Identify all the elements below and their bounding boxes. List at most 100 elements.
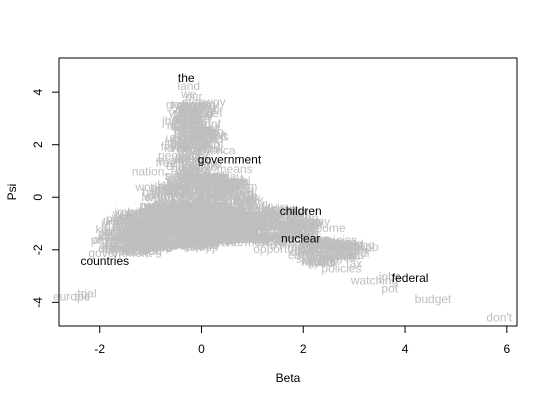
cloud-texture: stbr bbox=[174, 169, 194, 183]
cloud-texture: vfug bbox=[176, 164, 199, 178]
cloud-texture: wylkym bbox=[277, 228, 317, 242]
cloud-texture: kyriao bbox=[121, 229, 153, 243]
cloud-texture: hbsnd bbox=[175, 229, 208, 243]
cloud-texture: koha bbox=[172, 120, 198, 134]
background-word: europe bbox=[53, 289, 91, 303]
cloud-texture: aua bbox=[157, 179, 177, 193]
cloud-texture: tswhor bbox=[126, 207, 161, 221]
cloud-texture: nhnnond bbox=[151, 183, 198, 197]
cloud-texture: pmjb bbox=[200, 210, 226, 224]
cloud-texture: uetfo bbox=[165, 131, 192, 145]
cloud-texture: hoyuocf bbox=[171, 222, 214, 236]
cloud-texture: rfayt bbox=[166, 212, 190, 226]
cloud-texture: crawsn bbox=[261, 216, 299, 230]
cloud-texture: uuo bbox=[200, 200, 220, 214]
cloud-texture: htgmr bbox=[243, 230, 274, 244]
cloud-texture: mbsvp bbox=[127, 229, 163, 243]
cloud-texture: vei bbox=[118, 244, 133, 258]
cloud-texture: btpvnwn bbox=[140, 226, 185, 240]
cloud-texture: mamml bbox=[279, 221, 318, 235]
background-word: ever bbox=[108, 225, 131, 239]
cloud-texture: ciyu bbox=[172, 133, 193, 147]
cloud-texture: vtpllo bbox=[174, 105, 202, 119]
cloud-texture: eibr bbox=[180, 167, 200, 181]
cloud-texture: hee bbox=[141, 244, 161, 258]
cloud-texture: jhgbij bbox=[209, 213, 238, 227]
cloud-texture: kgungmr bbox=[95, 223, 142, 237]
cloud-texture: icknie bbox=[151, 200, 182, 214]
cloud-texture: tbpki bbox=[173, 113, 198, 127]
cloud-texture: jpl bbox=[209, 200, 222, 214]
word-cloud-layer: ermhpotfipkwwponvuhdgmrvbgmlbihpwldjhmou… bbox=[91, 95, 379, 269]
cloud-texture: gfitg bbox=[172, 111, 195, 125]
cloud-texture: apy bbox=[182, 187, 201, 201]
cloud-texture: manknf bbox=[142, 236, 182, 250]
cloud-texture: obke bbox=[204, 217, 230, 231]
cloud-texture: eoa bbox=[140, 232, 160, 246]
cloud-texture: ulv bbox=[207, 229, 222, 243]
cloud-texture: ncginjp bbox=[184, 216, 222, 230]
cloud-texture: tjms bbox=[295, 223, 317, 237]
cloud-texture: tji bbox=[222, 200, 231, 214]
cloud-texture: hcmt bbox=[127, 234, 154, 248]
cloud-texture: obyt bbox=[305, 234, 328, 248]
cloud-texture: ydymdo bbox=[138, 237, 180, 251]
cloud-texture: jbdmsd bbox=[161, 114, 201, 128]
cloud-texture: ger bbox=[167, 200, 184, 214]
cloud-texture: aedywnk bbox=[177, 142, 225, 156]
cloud-texture: oug bbox=[234, 199, 254, 213]
cloud-texture: lekdplm bbox=[141, 190, 182, 204]
cloud-texture: usudd bbox=[328, 248, 361, 262]
cloud-texture: tpnijll bbox=[147, 216, 174, 230]
cloud-texture: udrhb bbox=[116, 214, 147, 228]
cloud-texture: oosyyjt bbox=[179, 205, 217, 219]
cloud-texture: fdnefge bbox=[140, 239, 180, 253]
cloud-texture: vndsgv bbox=[175, 111, 213, 125]
cloud-texture: uduft bbox=[228, 227, 255, 241]
cloud-texture: lbkyfkb bbox=[171, 178, 209, 192]
cloud-texture: vdewre bbox=[177, 205, 216, 219]
cloud-texture: yaoivg bbox=[182, 127, 217, 141]
cloud-texture: ddgc bbox=[206, 174, 232, 188]
highlighted-word-countries: countries bbox=[80, 254, 129, 268]
cloud-texture: ofn bbox=[181, 195, 198, 209]
cloud-texture: novelk bbox=[229, 193, 265, 207]
cloud-texture: optuma bbox=[200, 221, 240, 235]
cloud-texture: cgpbmw bbox=[167, 217, 212, 231]
cloud-texture: jlc bbox=[213, 179, 225, 193]
cloud-texture: bcmunyt bbox=[246, 213, 292, 227]
cloud-texture: hipr bbox=[129, 240, 149, 254]
cloud-texture: ond bbox=[154, 224, 174, 238]
cloud-texture: bcb bbox=[199, 198, 219, 212]
cloud-texture: scvs bbox=[311, 242, 335, 256]
cloud-texture: pclg bbox=[279, 204, 301, 218]
cloud-texture: vyks bbox=[179, 153, 203, 167]
cloud-texture: nuj bbox=[192, 225, 208, 239]
cloud-texture: dton bbox=[302, 238, 325, 252]
cloud-texture: vspvptc bbox=[172, 223, 213, 237]
cloud-texture: odj bbox=[167, 214, 183, 228]
cloud-texture: lrtliwv bbox=[182, 163, 212, 177]
cloud-texture: vftftva bbox=[181, 197, 213, 211]
cloud-texture: nswca bbox=[263, 234, 297, 248]
cloud-texture: ornev bbox=[187, 170, 217, 184]
cloud-texture: anmbj bbox=[101, 242, 134, 256]
cloud-texture: hrjdd bbox=[337, 242, 364, 256]
cloud-texture: oslhi bbox=[334, 239, 359, 253]
cloud-texture: dot bbox=[221, 204, 238, 218]
cloud-texture: ilj bbox=[242, 210, 250, 224]
background-word: toll bbox=[74, 289, 89, 303]
cloud-texture: lsrjkp bbox=[159, 212, 187, 226]
cloud-texture: tnn bbox=[170, 184, 187, 198]
cloud-texture: uhdg bbox=[213, 189, 240, 203]
cloud-texture: wuvvhj bbox=[158, 212, 196, 226]
cloud-texture: ypv bbox=[236, 197, 255, 211]
cloud-texture: unmv bbox=[195, 128, 224, 142]
cloud-texture: hkredm bbox=[228, 214, 268, 228]
cloud-texture: yphv bbox=[194, 103, 219, 117]
cloud-texture: jvmi bbox=[212, 186, 234, 200]
cloud-texture: bcyw bbox=[171, 161, 199, 175]
cloud-texture: pugfr bbox=[307, 235, 334, 249]
background-word: that bbox=[181, 99, 202, 113]
cloud-texture: fgdsho bbox=[201, 214, 237, 228]
